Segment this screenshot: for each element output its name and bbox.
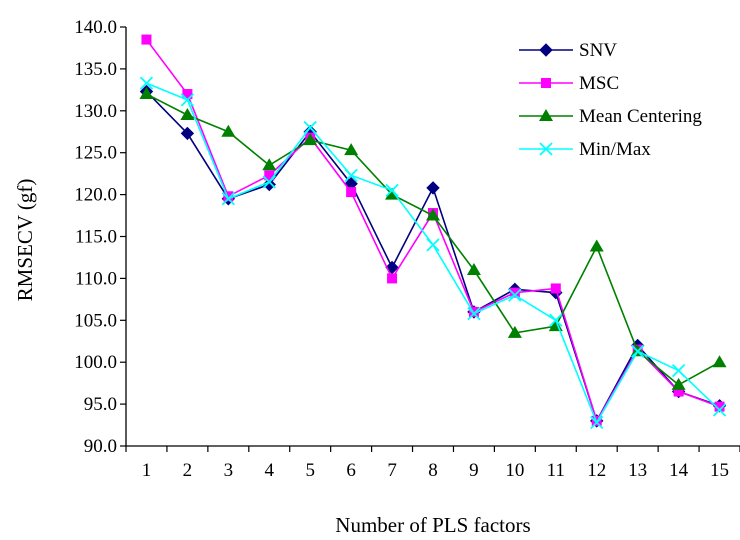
legend-marker (541, 78, 551, 88)
y-tick-label: 95.0 (84, 394, 117, 415)
x-tick-label: 5 (305, 460, 315, 481)
data-point-mean-centering (180, 107, 195, 120)
x-tick-label: 6 (346, 460, 356, 481)
y-tick-label: 105.0 (74, 310, 117, 331)
x-tick-label: 7 (387, 460, 397, 481)
data-point-min-max (385, 183, 399, 198)
data-point-min-max (590, 415, 604, 430)
x-tick-label: 11 (547, 460, 565, 481)
x-tick-label: 14 (669, 460, 689, 481)
data-point-snv (426, 181, 440, 195)
data-point-msc (346, 187, 357, 198)
data-point-mean-centering (712, 355, 727, 368)
data-point-min-max (631, 344, 645, 358)
data-point-msc (673, 386, 684, 397)
data-point-msc (387, 273, 398, 284)
x-tick-label: 10 (505, 460, 524, 481)
legend-label: Min/Max (579, 139, 651, 160)
x-tick-label: 4 (265, 460, 275, 481)
series-line-mean-centering (146, 93, 720, 386)
data-point-msc (223, 191, 234, 202)
data-point-mean-centering (671, 377, 686, 390)
series-msc (141, 34, 725, 426)
x-axis-title: Number of PLS factors (335, 513, 530, 537)
legend-marker (539, 142, 553, 156)
data-point-min-max (426, 238, 440, 252)
y-tick-label: 100.0 (74, 352, 117, 373)
data-point-mean-centering (385, 187, 400, 200)
x-tick-label: 9 (469, 460, 479, 481)
y-tick-label: 140.0 (74, 17, 117, 38)
y-tick-label: 115.0 (75, 227, 117, 248)
y-axis-title: RMSECV (gf) (13, 179, 37, 302)
data-point-min-max (508, 288, 522, 302)
data-point-msc (468, 306, 479, 317)
data-point-min-max (221, 192, 235, 206)
data-point-mean-centering (139, 87, 154, 100)
data-point-mean-centering (507, 325, 522, 338)
y-tick-label: 110.0 (75, 268, 117, 289)
data-point-mean-centering (344, 143, 359, 156)
data-point-msc (509, 287, 520, 298)
legend-label: Mean Centering (579, 106, 702, 127)
legend-item-min-max: Min/Max (519, 139, 651, 160)
data-point-mean-centering (589, 239, 604, 252)
data-point-mean-centering (303, 133, 318, 146)
y-tick-label: 120.0 (74, 185, 117, 206)
series-layer (139, 34, 727, 430)
series-min-max (139, 76, 727, 430)
legend-label: SNV (579, 40, 617, 61)
data-point-snv (180, 126, 195, 141)
x-tick-label: 3 (224, 460, 234, 481)
x-tick-label: 8 (428, 460, 438, 481)
legend: SNV MSC Mean Centering Min/Max (519, 40, 702, 160)
data-point-msc (182, 89, 193, 100)
data-point-mean-centering (262, 158, 277, 171)
data-point-min-max (180, 93, 195, 107)
data-point-min-max (344, 168, 358, 182)
data-point-min-max (549, 313, 563, 327)
data-point-msc (264, 170, 275, 181)
legend-marker (539, 109, 553, 121)
data-point-min-max (262, 175, 276, 189)
x-tick-label: 15 (710, 460, 729, 481)
x-tick-label: 12 (587, 460, 606, 481)
data-point-min-max (467, 306, 481, 321)
y-axis-ticks: 90.0 95.0 100.0 105.0 110.0 115.0 120.0 125.0 13… (74, 17, 126, 457)
x-tick-label: 1 (142, 460, 152, 481)
data-point-msc (714, 401, 725, 412)
y-tick-label: 125.0 (74, 143, 117, 164)
data-point-msc (550, 283, 561, 294)
data-point-min-max (712, 403, 727, 417)
data-point-min-max (671, 363, 686, 378)
x-tick-label: 2 (183, 460, 193, 481)
legend-item-msc: MSC (519, 73, 619, 94)
y-tick-label: 130.0 (74, 101, 117, 122)
y-tick-label: 90.0 (84, 436, 117, 457)
legend-item-snv: SNV (519, 40, 617, 61)
data-point-msc (141, 34, 152, 45)
x-axis-ticks: 1 2 3 4 5 6 7 8 9 10 11 12 13 14 15 (125, 446, 740, 481)
data-point-mean-centering (466, 263, 481, 276)
data-point-min-max (303, 120, 317, 135)
data-point-min-max (139, 76, 154, 90)
legend-label: MSC (579, 73, 619, 94)
data-point-snv (262, 177, 276, 192)
data-point-mean-centering (426, 208, 440, 221)
legend-marker (539, 43, 553, 57)
data-point-mean-centering (221, 124, 236, 137)
x-tick-label: 13 (628, 460, 647, 481)
y-tick-label: 135.0 (74, 59, 117, 80)
series-line-msc (145, 39, 720, 423)
legend-item-mean-centering: Mean Centering (519, 106, 702, 127)
